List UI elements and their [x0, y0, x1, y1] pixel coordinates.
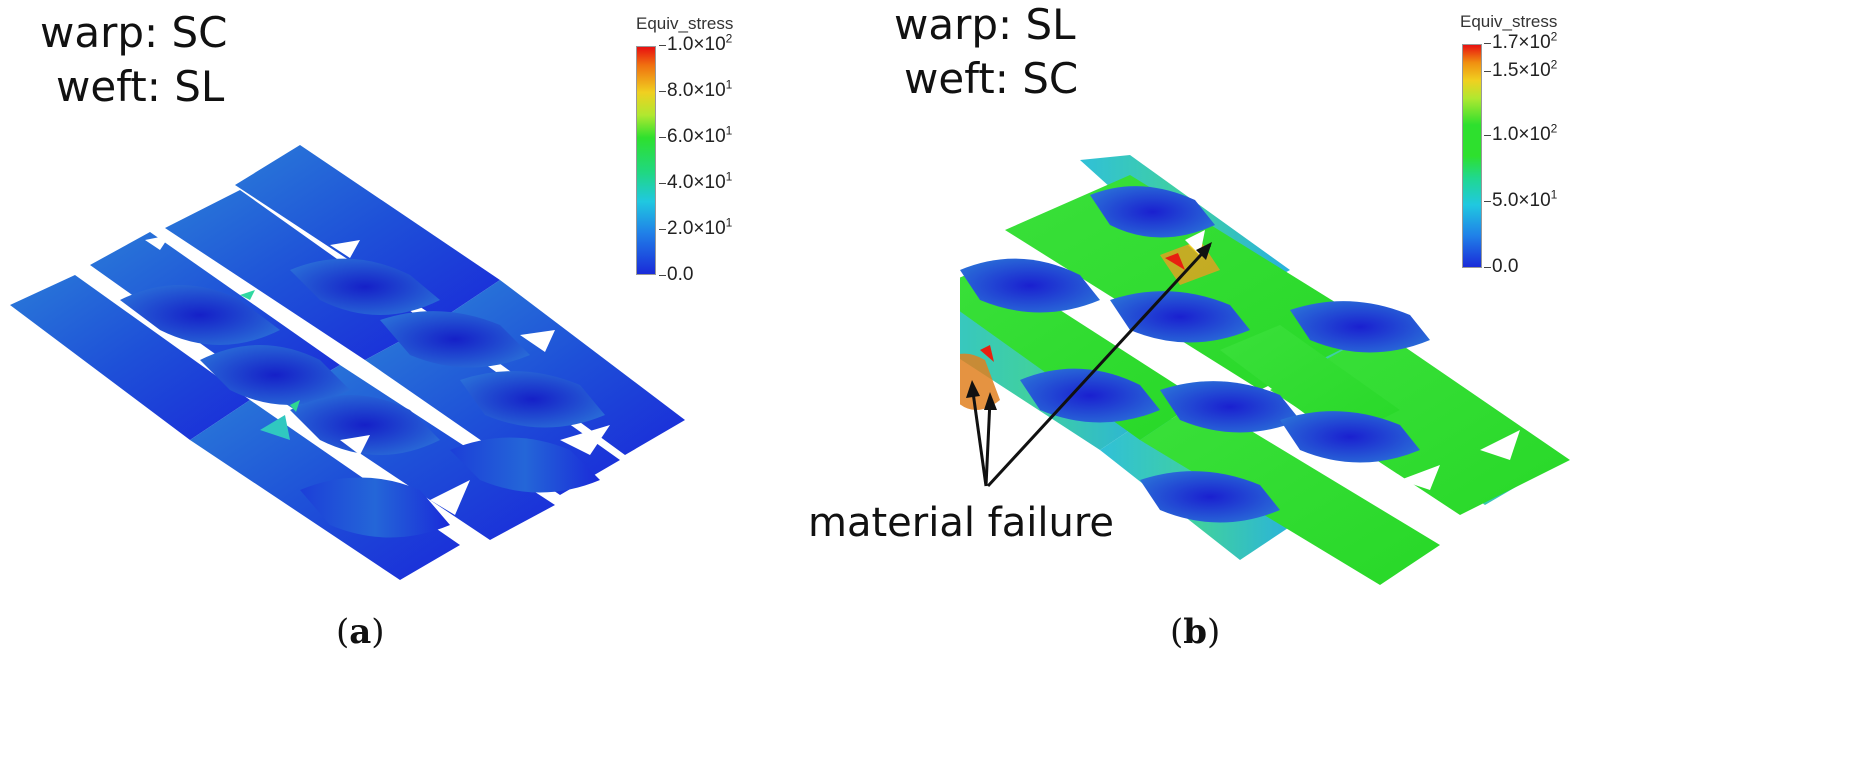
colorbar-b — [1462, 44, 1482, 268]
colorbar-tick-b: 5.0×101 — [1483, 187, 1558, 211]
caption-b: (b) — [1170, 612, 1221, 652]
colorbar-tick-b: 1.0×102 — [1483, 121, 1558, 145]
colorbar-tick-a: 4.0×101 — [658, 169, 733, 193]
weave-tiles-a — [10, 145, 685, 580]
colorbar-tick-b: 1.7×102 — [1483, 29, 1558, 53]
colorbar-tick-a: 0.0 — [658, 264, 694, 285]
material-failure-annotation: material failure — [808, 500, 1115, 546]
panel-b: warp: SL weft: SC Equiv_stress 1.7×102 1… — [808, 0, 1869, 782]
colorbar-tick-a: 6.0×101 — [658, 123, 733, 147]
colorbar-tick-b: 0.0 — [1483, 256, 1519, 277]
panel-a: warp: SC weft: SL Equiv_stress 1.0×102 8… — [0, 0, 900, 782]
colorbar-tick-a: 1.0×102 — [658, 31, 733, 55]
colorbar-tick-a: 8.0×101 — [658, 77, 733, 101]
colorbar-title-a: Equiv_stress — [636, 14, 734, 33]
weft-label-a: weft: SL — [56, 62, 225, 111]
fabric-render-b — [960, 155, 1570, 585]
failure-arrows — [966, 242, 1212, 488]
colorbar-tick-a: 2.0×101 — [658, 215, 733, 239]
colorbar-tick-b: 1.5×102 — [1483, 57, 1558, 81]
warp-label-a: warp: SC — [40, 8, 228, 57]
colorbar-a — [636, 46, 656, 275]
warp-label-b: warp: SL — [894, 0, 1076, 49]
weft-label-b: weft: SC — [904, 54, 1079, 103]
colorbar-title-b: Equiv_stress — [1460, 12, 1558, 31]
caption-a: (a) — [336, 612, 385, 652]
fabric-render-a — [10, 145, 685, 580]
weave-tiles-b — [960, 155, 1570, 585]
